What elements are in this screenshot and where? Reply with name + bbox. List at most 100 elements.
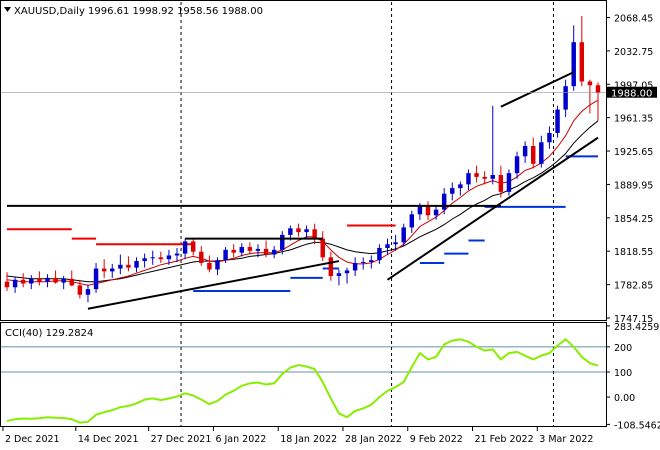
candle <box>450 182 455 201</box>
candle-body <box>61 278 66 283</box>
period-separators <box>180 2 554 426</box>
price-tick-label: 1961.35 <box>614 114 653 125</box>
candle-body <box>247 247 253 251</box>
candle-body <box>393 242 398 245</box>
candle-body <box>12 279 18 288</box>
candle-body <box>369 260 374 263</box>
candle-body <box>199 251 204 263</box>
candle-body <box>223 249 228 261</box>
ohlc-label: 1996.61 1998.92 1958.56 1988.00 <box>88 6 263 17</box>
candle <box>514 151 520 179</box>
candle-body <box>401 227 406 243</box>
cci-axis: 283.4259 200 100 0.00 -108.5462 <box>606 322 660 431</box>
candle-body <box>312 229 317 239</box>
candle-body <box>587 81 593 86</box>
candle <box>142 253 147 268</box>
candle-body <box>450 188 455 194</box>
candle-body <box>231 249 236 253</box>
candle-body <box>126 264 131 268</box>
cci-line <box>6 337 599 424</box>
candle-body <box>296 228 301 233</box>
candle <box>45 274 50 288</box>
candle-body <box>263 248 269 255</box>
candle-body <box>134 261 139 268</box>
candle <box>393 234 398 251</box>
candle-body <box>69 278 74 286</box>
candle <box>336 269 342 286</box>
candle-body <box>360 262 366 264</box>
candles <box>4 16 601 303</box>
candle-body <box>531 146 536 164</box>
candle-body <box>409 214 415 228</box>
candle <box>328 251 334 281</box>
symbol-label: XAUUSD,Daily <box>14 6 85 17</box>
time-tick-label: 21 Feb 2022 <box>475 434 534 445</box>
candle-body <box>93 268 99 290</box>
candle <box>409 210 415 234</box>
time-tick-label: 14 Dec 2021 <box>78 434 139 445</box>
candle-body <box>336 273 342 277</box>
candle-body <box>215 260 220 270</box>
candle <box>37 271 42 286</box>
candle <box>4 272 10 292</box>
candle <box>458 181 463 196</box>
candle <box>182 238 188 260</box>
candle-body <box>514 156 520 174</box>
candle <box>223 247 228 263</box>
candle-body <box>328 257 334 277</box>
candle <box>166 249 172 265</box>
candle <box>320 231 325 262</box>
time-tick-label: 3 Mar 2022 <box>539 434 593 445</box>
candle <box>433 204 439 220</box>
candle <box>539 135 544 168</box>
candle-body <box>4 281 10 288</box>
candle-body <box>563 86 568 110</box>
candle <box>29 275 34 290</box>
candle-body <box>271 249 277 255</box>
candle-body <box>142 258 147 262</box>
candle <box>482 171 487 185</box>
trendlines <box>7 71 599 310</box>
candle-body <box>385 244 390 248</box>
candle <box>126 256 131 272</box>
cci-label: CCI(40) 129.2824 <box>5 328 93 339</box>
candle-body <box>417 206 423 215</box>
candle-body <box>320 238 325 258</box>
candle <box>118 254 123 275</box>
candle-body <box>579 42 585 82</box>
candle-body <box>490 175 495 179</box>
candle <box>53 270 58 284</box>
candle-body <box>20 279 26 284</box>
cci-line-group <box>6 337 599 424</box>
price-tick-label: 2068.45 <box>614 13 653 24</box>
candle-body <box>466 173 471 185</box>
candle-body <box>571 42 576 87</box>
candle-body <box>53 277 58 283</box>
trendline <box>500 71 575 108</box>
candle <box>239 243 245 257</box>
candle <box>441 188 447 215</box>
candle <box>207 255 212 273</box>
candle-body <box>304 229 309 233</box>
candle-body <box>539 142 544 164</box>
time-axis: 2 Dec 2021 14 Dec 2021 27 Dec 2021 6 Jan 20… <box>2 427 593 445</box>
price-tick-label: 1997.05 <box>614 80 653 91</box>
candle <box>134 257 139 273</box>
candle-body <box>522 146 528 157</box>
candle <box>522 141 528 163</box>
candle <box>401 223 406 247</box>
candle-body <box>85 289 91 295</box>
candle-body <box>110 268 115 272</box>
candle <box>61 276 66 290</box>
candle <box>296 223 301 237</box>
cci-levels <box>1 346 606 373</box>
dropdown-triangle-icon[interactable] <box>4 7 11 12</box>
cci-tick-label: 200 <box>614 343 632 354</box>
candle-body <box>498 175 504 192</box>
candle <box>490 105 495 185</box>
candle-body <box>182 241 188 254</box>
time-tick-label: 9 Feb 2022 <box>410 434 463 445</box>
trendline <box>386 136 599 281</box>
